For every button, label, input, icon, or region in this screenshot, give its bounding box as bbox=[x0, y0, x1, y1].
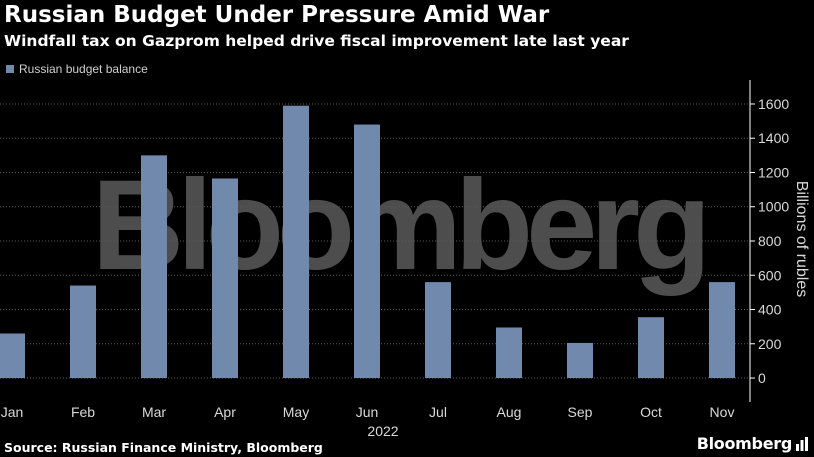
y-tick-label: 1400 bbox=[758, 130, 789, 146]
bar-chart-icon bbox=[796, 436, 808, 451]
chart-title: Russian Budget Under Pressure Amid War bbox=[4, 2, 550, 28]
x-tick-label: Aug bbox=[497, 404, 522, 420]
bar-feb bbox=[70, 285, 96, 379]
legend-swatch bbox=[6, 65, 14, 73]
legend: Russian budget balance bbox=[6, 62, 148, 76]
bar-jul bbox=[425, 282, 451, 379]
bar-jan bbox=[0, 333, 25, 379]
x-tick-label: Oct bbox=[640, 404, 662, 420]
y-tick-label: 200 bbox=[758, 336, 782, 352]
x-tick-label: Sep bbox=[568, 404, 593, 420]
x-tick-label: Jan bbox=[1, 404, 24, 420]
y-axis-label: Billions of rubles bbox=[793, 181, 810, 298]
source-note: Source: Russian Finance Ministry, Bloomb… bbox=[4, 440, 323, 455]
bar-may bbox=[283, 105, 309, 379]
bar-aug bbox=[496, 327, 522, 379]
bar-nov bbox=[709, 282, 735, 379]
bar-sep bbox=[567, 342, 593, 379]
bar-mar bbox=[141, 155, 167, 379]
bar-oct bbox=[638, 317, 664, 379]
x-axis-label: 2022 bbox=[367, 423, 398, 439]
chart-subtitle: Windfall tax on Gazprom helped drive fis… bbox=[4, 32, 629, 50]
x-tick-label: Jun bbox=[356, 404, 379, 420]
y-tick-label: 1000 bbox=[758, 199, 789, 215]
y-tick-label: 1200 bbox=[758, 164, 789, 180]
x-tick-label: Feb bbox=[71, 404, 95, 420]
y-axis-ticks: 0 200 400 600 800 1000 1200 1400 1600 bbox=[750, 96, 789, 386]
bars bbox=[0, 105, 735, 379]
y-tick-label: 600 bbox=[758, 267, 782, 283]
brand-text: Bloomberg bbox=[696, 434, 793, 453]
x-tick-label: Nov bbox=[710, 404, 735, 420]
y-tick-label: 800 bbox=[758, 233, 782, 249]
x-axis-ticks: Jan Feb Mar Apr May Jun Jul Aug Sep Oct Nov bbox=[1, 404, 735, 420]
y-tick-label: 1600 bbox=[758, 96, 789, 112]
legend-label: Russian budget balance bbox=[19, 62, 148, 76]
x-tick-label: Mar bbox=[142, 404, 166, 420]
x-tick-label: Jul bbox=[429, 404, 447, 420]
y-tick-label: 400 bbox=[758, 302, 782, 318]
bar-apr bbox=[212, 178, 238, 379]
x-tick-label: May bbox=[283, 404, 309, 420]
bloomberg-logo: Bloomberg bbox=[697, 434, 808, 453]
x-tick-label: Apr bbox=[214, 404, 236, 420]
y-tick-label: 0 bbox=[758, 370, 766, 386]
bloomberg-watermark: Bloomberg bbox=[92, 154, 705, 297]
bar-jun bbox=[354, 124, 380, 379]
